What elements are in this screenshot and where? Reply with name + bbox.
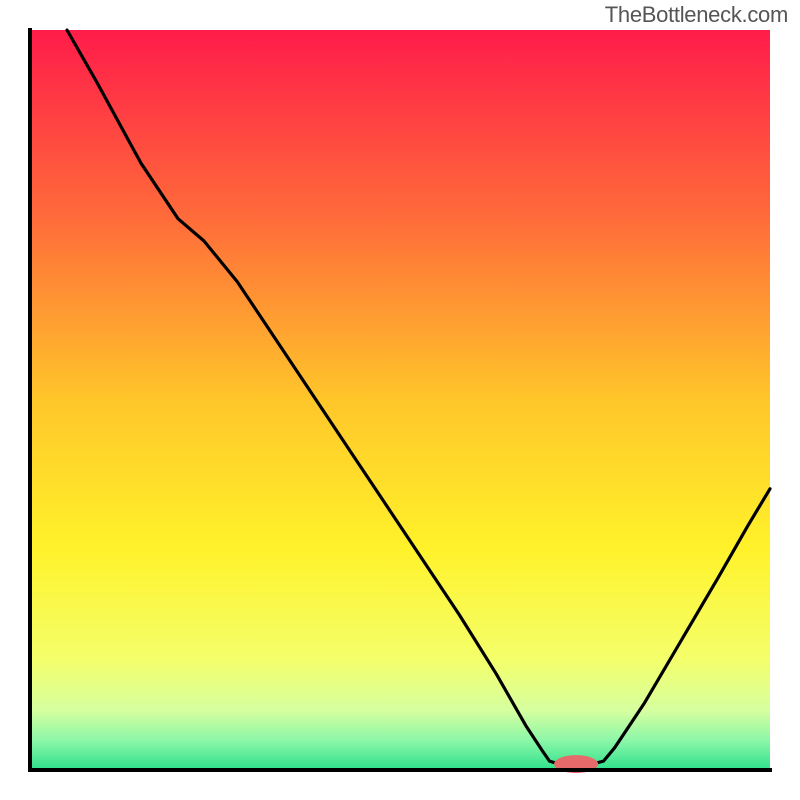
chart-svg [0, 0, 800, 800]
watermark-text: TheBottleneck.com [605, 2, 788, 28]
plot-background [30, 30, 770, 770]
bottleneck-chart [0, 0, 800, 800]
